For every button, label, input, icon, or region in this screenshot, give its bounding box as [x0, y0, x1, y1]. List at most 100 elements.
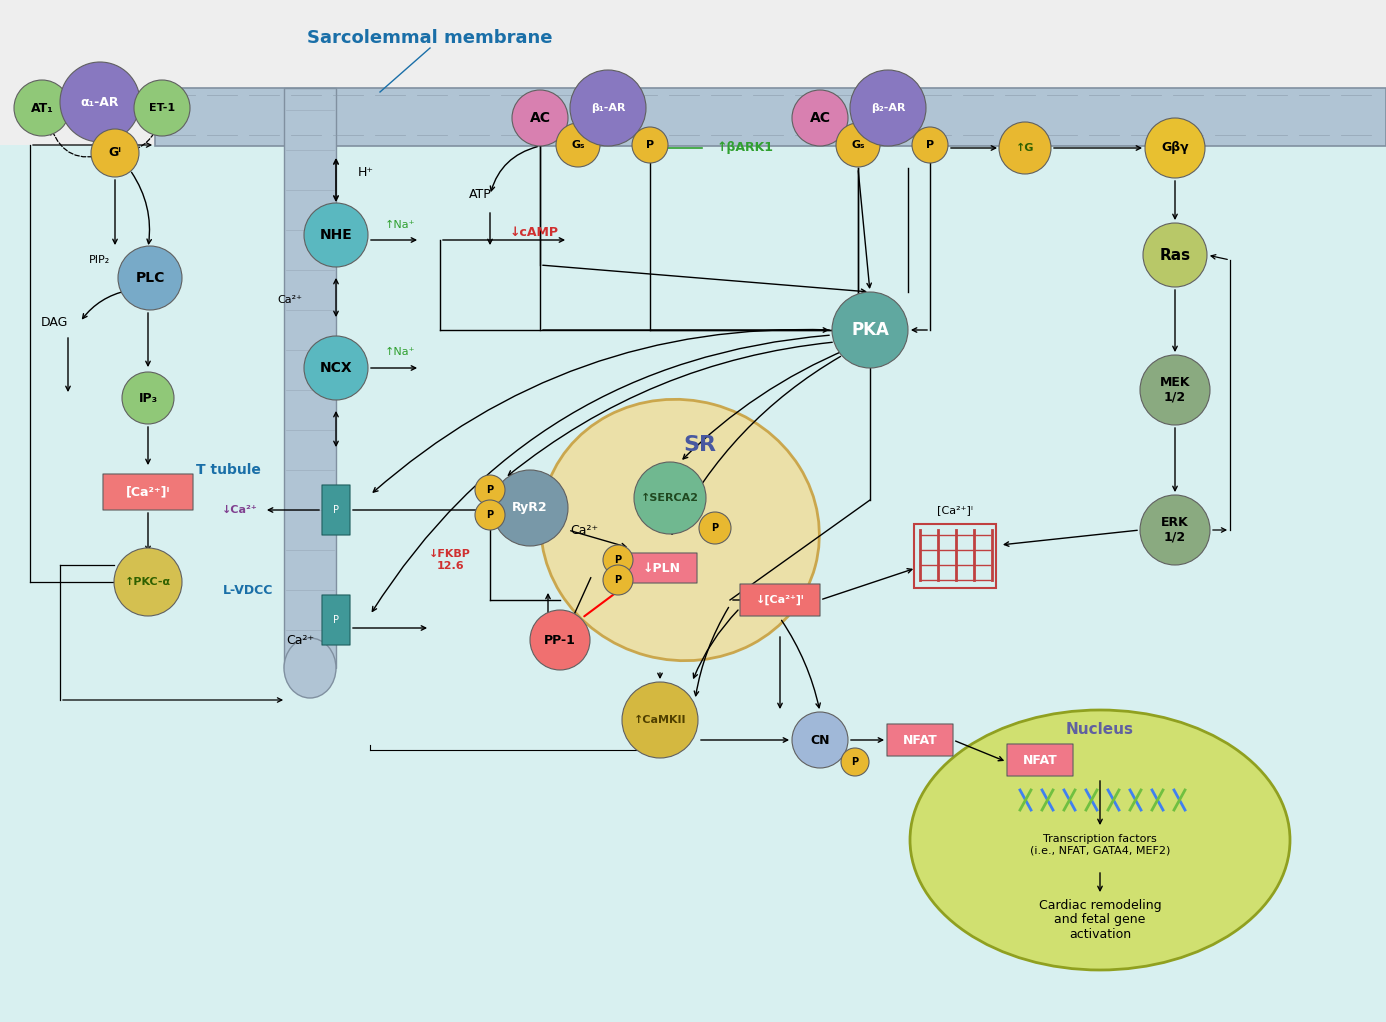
Circle shape — [511, 90, 568, 146]
Circle shape — [1141, 495, 1210, 565]
Circle shape — [529, 610, 590, 670]
FancyBboxPatch shape — [103, 474, 193, 510]
Text: P: P — [614, 575, 621, 585]
Circle shape — [1143, 223, 1207, 287]
Circle shape — [841, 748, 869, 776]
Circle shape — [603, 565, 633, 595]
Circle shape — [122, 372, 175, 424]
Text: P: P — [851, 757, 858, 766]
Circle shape — [832, 292, 908, 368]
Text: T tubule: T tubule — [195, 463, 261, 477]
Text: ATP: ATP — [468, 188, 492, 201]
Text: ↓FKBP
12.6: ↓FKBP 12.6 — [430, 549, 471, 571]
Circle shape — [492, 470, 568, 546]
Text: PP-1: PP-1 — [545, 634, 577, 647]
Bar — [284, 88, 335, 668]
Text: ↓PLN: ↓PLN — [643, 561, 681, 574]
Circle shape — [603, 545, 633, 575]
FancyBboxPatch shape — [626, 553, 697, 583]
Bar — [0, 145, 1386, 1022]
Ellipse shape — [911, 710, 1290, 970]
Circle shape — [475, 475, 505, 505]
Text: ↑CaMKII: ↑CaMKII — [633, 715, 686, 725]
Bar — [155, 88, 1386, 146]
FancyBboxPatch shape — [1008, 744, 1073, 776]
Text: Ras: Ras — [1160, 247, 1191, 263]
FancyBboxPatch shape — [740, 584, 821, 616]
Circle shape — [114, 548, 182, 616]
Text: P: P — [333, 505, 340, 515]
Text: IP₃: IP₃ — [139, 391, 158, 405]
Text: RyR2: RyR2 — [513, 502, 547, 514]
Circle shape — [570, 69, 646, 146]
Text: ↑G: ↑G — [1016, 143, 1034, 153]
Text: Gⁱ: Gⁱ — [108, 146, 122, 159]
Text: [Ca²⁺]ᴵ: [Ca²⁺]ᴵ — [937, 505, 973, 515]
FancyBboxPatch shape — [322, 595, 351, 645]
Text: MEK
1/2: MEK 1/2 — [1160, 376, 1191, 404]
Circle shape — [60, 62, 140, 142]
Circle shape — [14, 80, 71, 136]
Text: [Ca²⁺]ᴵ: [Ca²⁺]ᴵ — [126, 485, 170, 499]
Text: P: P — [646, 140, 654, 150]
Text: Gβγ: Gβγ — [1161, 141, 1189, 154]
Circle shape — [912, 127, 948, 162]
Circle shape — [475, 500, 505, 530]
Circle shape — [850, 69, 926, 146]
Circle shape — [622, 682, 699, 758]
Text: NCX: NCX — [320, 361, 352, 375]
Circle shape — [304, 203, 369, 267]
Text: Ca²⁺: Ca²⁺ — [286, 634, 315, 647]
Text: AT₁: AT₁ — [30, 101, 54, 114]
Circle shape — [791, 90, 848, 146]
Text: P: P — [711, 523, 718, 533]
Text: ↓Ca²⁺: ↓Ca²⁺ — [222, 505, 258, 515]
Circle shape — [1141, 355, 1210, 425]
Text: α₁-AR: α₁-AR — [80, 95, 119, 108]
Text: β₂-AR: β₂-AR — [870, 103, 905, 113]
Text: Ca²⁺: Ca²⁺ — [570, 523, 599, 537]
Text: β₁-AR: β₁-AR — [590, 103, 625, 113]
Text: Transcription factors
(i.e., NFAT, GATA4, MEF2): Transcription factors (i.e., NFAT, GATA4… — [1030, 834, 1170, 855]
Text: PKA: PKA — [851, 321, 888, 339]
Text: ↑Na⁺: ↑Na⁺ — [385, 347, 416, 357]
Text: AC: AC — [529, 111, 550, 125]
Text: Cardiac remodeling
and fetal gene
activation: Cardiac remodeling and fetal gene activa… — [1038, 898, 1161, 941]
FancyBboxPatch shape — [322, 485, 351, 535]
FancyBboxPatch shape — [887, 724, 954, 756]
Circle shape — [118, 246, 182, 310]
Text: ↑βARK1: ↑βARK1 — [717, 141, 773, 154]
Text: Gₛ: Gₛ — [571, 140, 585, 150]
Circle shape — [91, 129, 139, 177]
Ellipse shape — [284, 638, 335, 698]
Text: ↑PKC-α: ↑PKC-α — [125, 577, 170, 587]
Text: Gₛ: Gₛ — [851, 140, 865, 150]
Text: L-VDCC: L-VDCC — [223, 584, 273, 597]
Circle shape — [1145, 118, 1204, 178]
Circle shape — [633, 462, 705, 535]
Text: H⁺: H⁺ — [358, 166, 374, 179]
Text: AC: AC — [809, 111, 830, 125]
Text: Sarcolemmal membrane: Sarcolemmal membrane — [308, 29, 553, 47]
Text: P: P — [486, 485, 493, 495]
Bar — [0, 0, 1386, 145]
Text: ↑Na⁺: ↑Na⁺ — [385, 220, 416, 230]
Circle shape — [134, 80, 190, 136]
Text: PLC: PLC — [136, 271, 165, 285]
Text: P: P — [926, 140, 934, 150]
Text: PIP₂: PIP₂ — [89, 256, 111, 265]
Text: ↓[Ca²⁺]ᴵ: ↓[Ca²⁺]ᴵ — [755, 595, 804, 605]
Text: NFAT: NFAT — [1023, 753, 1058, 766]
Text: SR: SR — [683, 435, 717, 455]
Circle shape — [632, 127, 668, 162]
Circle shape — [836, 123, 880, 167]
Text: Ca²⁺: Ca²⁺ — [277, 295, 302, 305]
Text: P: P — [486, 510, 493, 520]
Text: ET-1: ET-1 — [148, 103, 175, 113]
Circle shape — [791, 712, 848, 768]
Text: DAG: DAG — [40, 316, 68, 328]
Text: ↓cAMP: ↓cAMP — [510, 226, 559, 238]
Text: P: P — [614, 555, 621, 565]
Circle shape — [699, 512, 730, 544]
Text: ERK
1/2: ERK 1/2 — [1161, 516, 1189, 544]
